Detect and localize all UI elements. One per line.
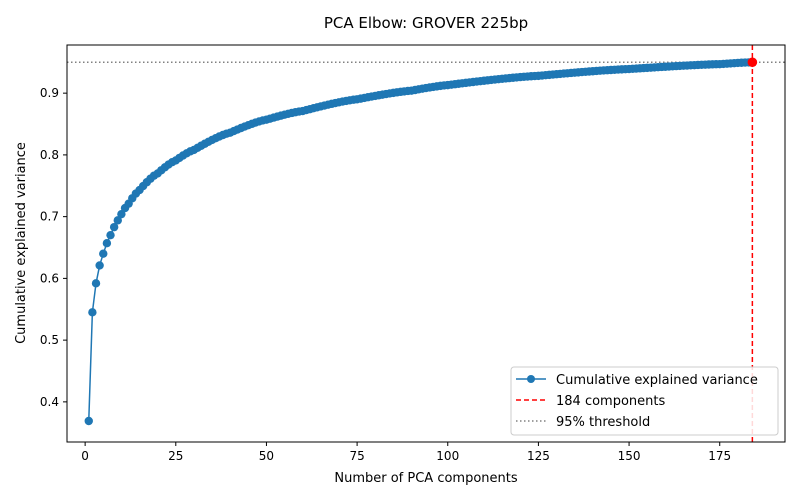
- series-layer: [84, 57, 758, 426]
- x-axis-ticks: 0 25 50 75 100 125 150 175: [81, 442, 731, 463]
- x-tick-label: 0: [81, 449, 89, 463]
- chart-title: PCA Elbow: GROVER 225bp: [324, 14, 528, 32]
- legend: Cumulative explained variance 184 compon…: [510, 366, 779, 436]
- x-tick-label: 175: [708, 449, 731, 463]
- y-tick-label: 0.7: [40, 210, 59, 224]
- x-tick-label: 150: [618, 449, 641, 463]
- x-tick-label: 25: [168, 449, 183, 463]
- variance-point: [106, 230, 115, 240]
- legend-label-components: 184 components: [556, 394, 665, 409]
- y-tick-label: 0.5: [40, 333, 59, 347]
- y-axis-label: Cumulative explained variance: [14, 142, 29, 344]
- variance-point: [91, 279, 101, 288]
- variance-point: [88, 308, 97, 317]
- variance-point: [102, 238, 112, 248]
- y-tick-label: 0.8: [40, 148, 59, 162]
- variance-point: [117, 209, 126, 219]
- variance-point: [113, 216, 122, 225]
- legend-label-variance: Cumulative explained variance: [556, 373, 758, 388]
- axes-frame: [66, 44, 786, 443]
- legend-marker-variance: [527, 375, 535, 383]
- variance-point: [84, 416, 93, 426]
- y-tick-label: 0.4: [40, 395, 59, 409]
- legend-box: [510, 366, 779, 436]
- x-tick-label: 100: [436, 449, 459, 463]
- variance-point: [109, 222, 119, 232]
- x-tick-label: 125: [527, 449, 550, 463]
- y-axis-ticks: 0.4 0.5 0.6 0.7 0.8 0.9: [40, 86, 67, 409]
- x-axis-label: Number of PCA components: [334, 471, 518, 486]
- legend-label-threshold: 95% threshold: [556, 415, 650, 430]
- variance-point: [95, 261, 104, 270]
- variance-point: [99, 249, 108, 258]
- plot-area: [67, 45, 785, 442]
- x-tick-label: 75: [349, 449, 364, 463]
- y-tick-label: 0.6: [40, 271, 59, 285]
- x-tick-label: 50: [259, 449, 274, 463]
- y-tick-label: 0.9: [40, 86, 59, 100]
- selected-components-point: [747, 57, 758, 68]
